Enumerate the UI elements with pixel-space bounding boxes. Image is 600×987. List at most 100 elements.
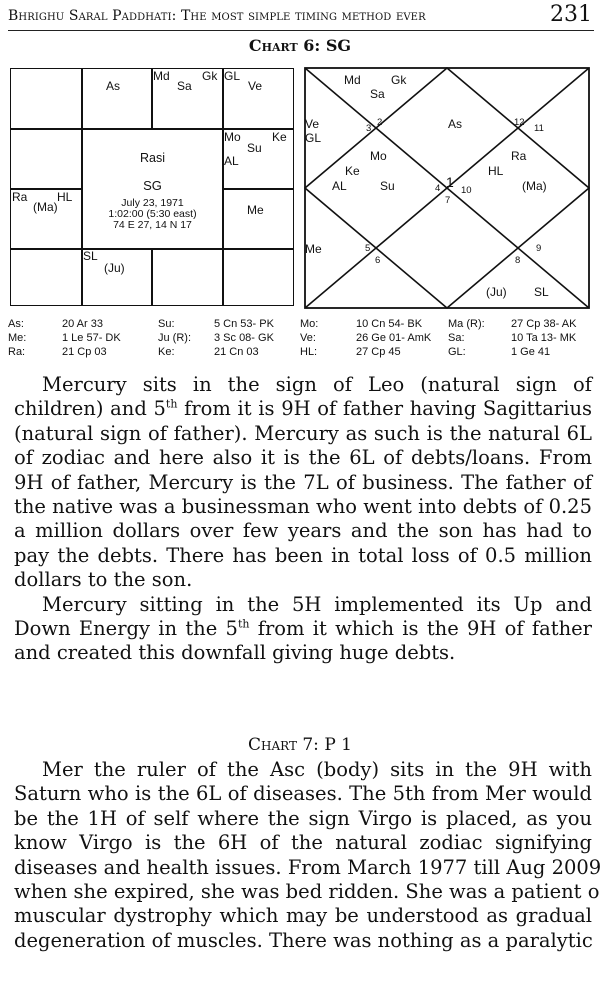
position-value: 1 Ge 41 bbox=[511, 346, 551, 358]
planet-label: As bbox=[448, 117, 463, 131]
text-segment: children) and 5 bbox=[14, 397, 166, 421]
birth-place: 74 E 27, 14 N 17 bbox=[113, 219, 192, 231]
superscript: th bbox=[165, 397, 178, 411]
planet-label: (Ma) bbox=[522, 179, 547, 193]
house-number: 2 bbox=[377, 117, 383, 128]
chart-6-title: Chart 6: SG bbox=[248, 36, 352, 55]
text-segment: when she expired, she was bed ridden. Sh… bbox=[14, 879, 600, 903]
planet-label: GL bbox=[305, 131, 322, 145]
rasi-cell-r0c2: Md Gk Sa bbox=[151, 68, 224, 130]
house-number: 11 bbox=[534, 123, 544, 134]
planet-label: As bbox=[106, 79, 121, 93]
text-segment: of zodiac and here also it is the 6L of … bbox=[14, 446, 592, 470]
text-line: children) and 5th from it is 9H of fathe… bbox=[14, 397, 592, 421]
text-segment: degeneration of muscles. There was nothi… bbox=[14, 928, 593, 952]
text-line: know Virgo is the 6H of the natural zodi… bbox=[14, 831, 592, 855]
house-number: 6 bbox=[375, 255, 381, 266]
text-segment: muscular dystrophy which may be understo… bbox=[14, 904, 592, 928]
position-key: Ke: bbox=[158, 346, 175, 358]
rasi-cell-r3c0 bbox=[10, 248, 83, 306]
position-key: HL: bbox=[300, 346, 318, 358]
position-value: 10 Ta 13- MK bbox=[511, 332, 577, 344]
position-value: 20 Ar 33 bbox=[62, 318, 103, 330]
text-segment: from it is 9H of father having Sagittari… bbox=[177, 397, 593, 421]
rasi-cell-r0c1: As bbox=[81, 68, 153, 130]
text-segment: 9H of father, Mercury is the 7L of busin… bbox=[14, 470, 592, 494]
planet-label: (Ma) bbox=[33, 200, 58, 214]
rasi-cell-r1c0 bbox=[10, 128, 83, 190]
text-segment: Mercury sitting in the 5H implemented it… bbox=[42, 592, 592, 616]
position-key: Mo: bbox=[300, 318, 319, 330]
chart-lines bbox=[304, 67, 590, 309]
planet-label: Gk bbox=[391, 73, 407, 87]
text-segment: the native was a businessman who went in… bbox=[14, 494, 592, 518]
text-segment: Mer the ruler of the Asc (body) sits in … bbox=[42, 758, 592, 781]
position-value: 27 Cp 38- AK bbox=[511, 318, 577, 330]
position-key: GL: bbox=[448, 346, 466, 358]
planet-label: Sa bbox=[370, 87, 385, 101]
running-header: Bhrighu Saral Paddhati: The most simple … bbox=[8, 2, 594, 31]
text-segment: Down Energy in the 5 bbox=[14, 616, 238, 640]
text-line: Mer the ruler of the Asc (body) sits in … bbox=[14, 758, 592, 782]
planet-label: Me bbox=[305, 242, 322, 256]
house-number: 10 bbox=[461, 185, 472, 196]
text-line: 9H of father, Mercury is the 7L of busin… bbox=[14, 471, 592, 495]
position-key: Sa: bbox=[448, 332, 465, 344]
text-line: degeneration of muscles. There was nothi… bbox=[14, 928, 593, 953]
text-segment: a million dollars over few years and the… bbox=[14, 519, 592, 543]
text-segment: Saturn who is the 6L of diseases. The 5t… bbox=[14, 782, 592, 806]
text-line: dollars to the son. bbox=[14, 568, 592, 592]
house-number: 4 bbox=[435, 183, 441, 194]
house-number: 8 bbox=[515, 255, 521, 266]
text-segment: Mercury sits in the sign of Leo (natural… bbox=[42, 373, 592, 396]
rasi-cell-r0c0 bbox=[10, 68, 83, 130]
text-line: and created this downfall giving huge de… bbox=[14, 641, 592, 665]
position-value: 1 Le 57- DK bbox=[62, 332, 121, 344]
planet-label: Gk bbox=[202, 69, 218, 83]
planet-label: Md bbox=[344, 73, 361, 87]
north-indian-chart: Md Gk Sa Ve GL As Mo Ke AL Su Ra HL (Ma)… bbox=[304, 67, 590, 309]
text-segment: from it which is the 9H of father bbox=[249, 616, 592, 640]
table-row: As: 20 Ar 33 Su: 5 Cn 53- PK Mo: 10 Cn 54- BK… bbox=[8, 318, 598, 332]
position-value: 26 Ge 01- AmK bbox=[356, 332, 432, 344]
planet-label: (Ju) bbox=[486, 285, 507, 299]
position-key: Ma (R): bbox=[448, 318, 485, 330]
rasi-cell-r3c2 bbox=[151, 248, 224, 306]
planet-label: Mo bbox=[224, 130, 241, 144]
body-text-2: Mer the ruler of the Asc (body) sits in … bbox=[14, 758, 600, 953]
planet-label: (Ju) bbox=[104, 261, 125, 275]
house-number: 9 bbox=[536, 243, 542, 254]
rasi-chart: As Md Gk Sa GL Ve Mo Ke Su AL Ra HL (Ma)… bbox=[10, 68, 294, 306]
position-value: 10 Cn 54- BK bbox=[356, 318, 423, 330]
planet-label: Ke bbox=[345, 164, 360, 178]
planet-label: Md bbox=[153, 69, 170, 83]
planet-label: Ke bbox=[272, 130, 287, 144]
house-number: 5 bbox=[365, 243, 371, 254]
planet-label: HL bbox=[488, 164, 504, 178]
planet-label: SL bbox=[83, 249, 98, 263]
rasi-cell-r1c3: Mo Ke Su AL bbox=[222, 128, 294, 190]
text-line: Saturn who is the 6L of diseases. The 5t… bbox=[14, 782, 592, 806]
page-number: 231 bbox=[550, 2, 592, 27]
rasi-name: Rasi bbox=[139, 151, 165, 165]
position-value: 3 Sc 08- GK bbox=[214, 332, 274, 344]
text-line: pay the debts. There has been in total l… bbox=[14, 544, 592, 568]
position-key: Me: bbox=[8, 332, 27, 344]
rasi-cell-r2c0: Ra HL (Ma) bbox=[10, 188, 83, 250]
text-segment: pay the debts. There has been in total l… bbox=[14, 543, 592, 567]
position-key: As: bbox=[8, 318, 24, 330]
planet-label: Ve bbox=[248, 79, 263, 93]
birth-time: 1:02:00 (5:30 east) bbox=[108, 208, 197, 220]
planet-label: AL bbox=[224, 154, 239, 168]
text-segment: be the 1H of self where the sign Virgo i… bbox=[14, 806, 592, 830]
house-number: 3 bbox=[366, 123, 372, 134]
position-key: Su: bbox=[158, 318, 175, 330]
text-line: Mercury sits in the sign of Leo (natural… bbox=[14, 373, 592, 397]
text-line: (natural sign of father). Mercury as suc… bbox=[14, 422, 592, 446]
rasi-center: Rasi SG July 23, 1971 1:02:00 (5:30 east… bbox=[81, 128, 224, 250]
planet-label: SL bbox=[534, 285, 549, 299]
text-segment: know Virgo is the 6H of the natural zodi… bbox=[14, 831, 592, 855]
text-segment: (natural sign of father). Mercury as suc… bbox=[14, 421, 592, 445]
planet-label: HL bbox=[57, 190, 73, 204]
